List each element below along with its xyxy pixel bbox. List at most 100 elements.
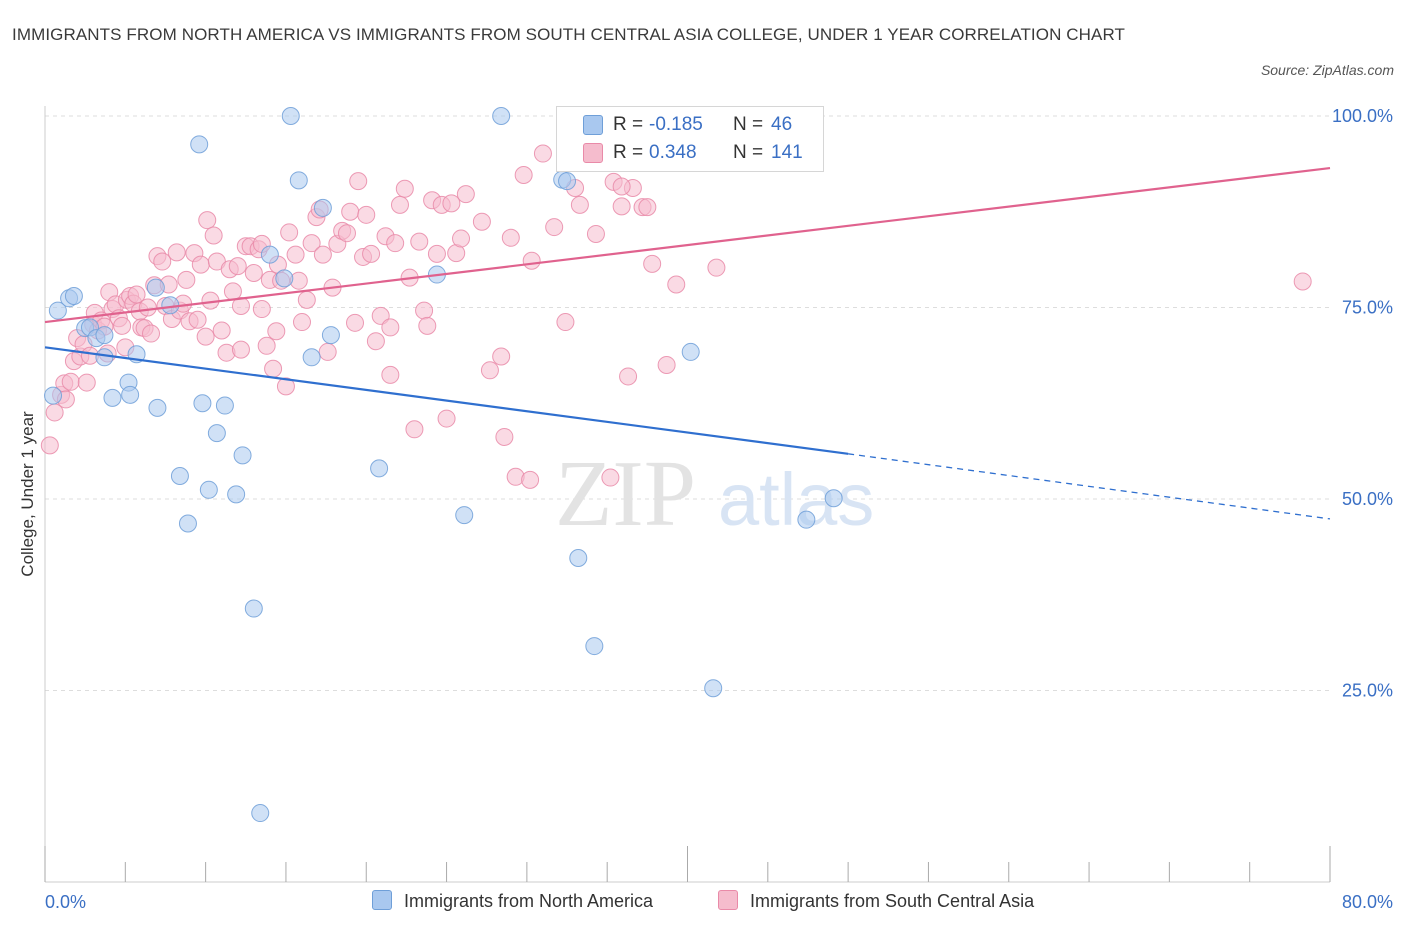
south-central-asia-point	[188, 310, 207, 329]
south-central-asia-point	[395, 179, 414, 198]
n-label: N =	[733, 142, 764, 163]
south-central-asia-point	[337, 224, 356, 243]
south-central-asia-point	[556, 313, 575, 332]
south-central-asia-point	[138, 298, 157, 317]
north-america-point	[64, 287, 83, 306]
south-central-asia-point	[302, 234, 321, 253]
y-axis-label: College, Under 1 year	[18, 411, 37, 577]
south-central-asia-point	[167, 243, 186, 262]
south-central-asia-point	[667, 275, 686, 294]
south-central-asia-point	[61, 372, 80, 391]
stats-row-south-central-asia: R = 0.348 N = 141	[557, 139, 823, 167]
south-central-asia-point	[267, 322, 286, 341]
legend-item-south-central-asia[interactable]: Immigrants from South Central Asia	[718, 890, 1034, 912]
north-america-point	[146, 278, 165, 297]
south-central-asia-point	[381, 318, 400, 337]
south-central-asia-point	[381, 365, 400, 384]
south-central-asia-point	[612, 177, 631, 196]
legend-label: Immigrants from North America	[404, 891, 654, 911]
south-central-asia-point	[456, 185, 475, 204]
north-america-point	[178, 514, 197, 533]
watermark-atlas: atlas	[718, 458, 874, 541]
north-america-point	[558, 172, 577, 191]
south-central-asia-point	[346, 313, 365, 332]
south-central-asia-trend-line	[44, 166, 1331, 324]
south-central-asia-point	[212, 321, 231, 340]
x-tick-label: 0.0%	[45, 892, 86, 912]
south-central-asia-point	[657, 355, 676, 374]
legend-label: Immigrants from South Central Asia	[750, 891, 1035, 911]
trend-layer	[44, 166, 1331, 520]
n-value: 46	[771, 114, 793, 135]
source-label: Source: ZipAtlas.com	[1260, 62, 1394, 78]
south-central-asia-point	[638, 198, 657, 217]
north-america-point	[207, 424, 226, 443]
north-america-point	[492, 107, 511, 125]
north-america-point	[569, 548, 588, 567]
north-america-point	[95, 348, 114, 367]
r-value: -0.185	[649, 114, 703, 135]
y-tick-label: 75.0%	[1342, 298, 1393, 318]
south-central-asia-point	[410, 232, 429, 251]
north-america-point	[585, 637, 604, 656]
south-central-asia-point	[619, 367, 638, 386]
north-america-point	[170, 467, 189, 486]
north-america-point	[681, 342, 700, 361]
south-central-asia-point	[228, 257, 247, 276]
north-america-point	[370, 459, 389, 478]
north-america-point	[321, 326, 340, 345]
south-central-asia-point	[252, 300, 271, 319]
south-central-asia-point	[570, 195, 589, 214]
south-central-asia-point	[318, 342, 337, 361]
north-america-point	[44, 386, 63, 405]
north-america-point	[797, 510, 816, 529]
south-central-asia-point	[349, 172, 368, 191]
north-america-point	[103, 388, 122, 407]
north-america-swatch	[583, 115, 603, 135]
south-central-asia-point	[522, 251, 541, 270]
south-central-asia-point	[341, 202, 360, 221]
south-central-asia-point	[286, 245, 305, 264]
south-central-asia-point	[514, 165, 533, 184]
south-central-asia-point	[492, 347, 511, 366]
south-central-asia-point	[405, 420, 424, 439]
north-america-point	[95, 326, 114, 345]
north-america-point	[227, 485, 246, 504]
north-america-point	[190, 135, 209, 154]
north-america-trend-extension	[848, 453, 1331, 520]
south-central-asia-point	[495, 427, 514, 446]
south-central-asia-point	[480, 361, 499, 380]
south-central-asia-point	[264, 359, 283, 378]
south-central-asia-point	[276, 377, 295, 396]
south-central-asia-point	[204, 226, 223, 245]
south-central-asia-point	[40, 436, 59, 455]
grid-layer	[45, 115, 1330, 691]
r-label: R =	[613, 142, 644, 163]
south-central-asia-legend-swatch	[718, 890, 738, 910]
north-america-point	[193, 394, 212, 413]
south-central-asia-point	[437, 409, 456, 428]
south-central-asia-point	[545, 218, 564, 237]
north-america-point	[455, 506, 474, 525]
south-central-asia-point	[191, 255, 210, 274]
south-central-asia-point	[231, 340, 250, 359]
south-central-asia-swatch	[583, 143, 603, 163]
x-tick-label: 80.0%	[1342, 892, 1393, 912]
south-central-asia-point	[415, 301, 434, 320]
north-america-point	[48, 301, 67, 320]
north-america-legend-swatch	[372, 890, 392, 910]
north-america-point	[251, 804, 270, 823]
south-central-asia-point	[390, 195, 409, 214]
legend-item-north-america[interactable]: Immigrants from North America	[372, 890, 653, 912]
r-label: R =	[613, 114, 644, 135]
n-value: 141	[771, 142, 803, 163]
south-central-asia-point	[472, 212, 491, 231]
north-america-point	[233, 446, 252, 465]
south-central-asia-point	[442, 194, 461, 213]
north-america-point	[824, 489, 843, 508]
south-central-asia-point	[427, 244, 446, 263]
south-central-asia-point	[612, 197, 631, 216]
axis-labels: 100.0% 75.0% 50.0% 25.0% 0.0% 80.0%	[45, 106, 1393, 912]
north-america-point	[302, 348, 321, 367]
south-central-asia-point	[601, 468, 620, 487]
